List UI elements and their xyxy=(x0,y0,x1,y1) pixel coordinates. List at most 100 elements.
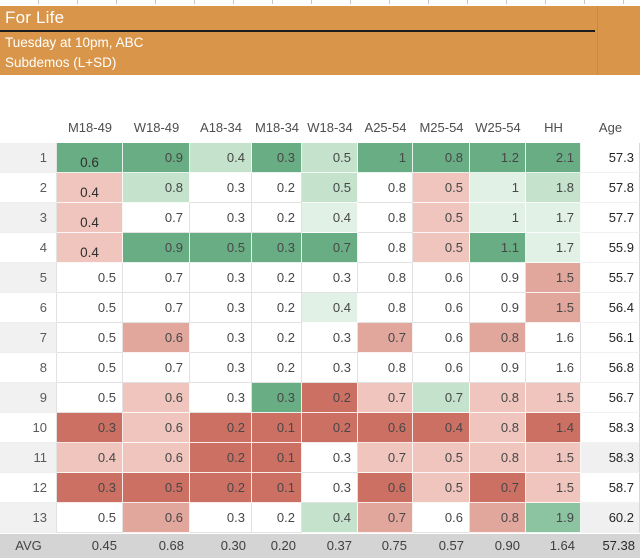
data-cell[interactable]: 0.7 xyxy=(302,233,358,263)
data-cell[interactable]: 0.7 xyxy=(358,503,413,533)
data-cell[interactable]: 0.5 xyxy=(57,383,123,413)
data-cell[interactable]: 0.3 xyxy=(190,383,252,413)
data-cell[interactable]: 0.6 xyxy=(413,503,470,533)
data-cell[interactable]: 0.6 xyxy=(358,473,413,503)
data-cell[interactable]: 0.2 xyxy=(252,203,302,233)
data-cell[interactable]: 0.2 xyxy=(190,443,252,473)
data-cell[interactable]: 0.7 xyxy=(413,383,470,413)
data-cell[interactable]: 0.7 xyxy=(123,263,190,293)
data-cell[interactable]: 0.7 xyxy=(358,383,413,413)
data-cell[interactable]: 0.6 xyxy=(57,143,123,173)
data-cell[interactable]: 0.5 xyxy=(57,293,123,323)
column-header-a18-34[interactable]: A18-34 xyxy=(200,120,242,135)
data-cell[interactable]: 0.6 xyxy=(123,413,190,443)
data-cell[interactable]: 0.2 xyxy=(302,383,358,413)
data-cell[interactable]: 0.1 xyxy=(252,473,302,503)
column-header-w18-34[interactable]: W18-34 xyxy=(307,120,353,135)
data-cell[interactable]: 0.6 xyxy=(123,443,190,473)
data-cell[interactable]: 0.8 xyxy=(358,203,413,233)
data-cell[interactable]: 1 xyxy=(470,173,526,203)
data-cell[interactable]: 0.2 xyxy=(252,353,302,383)
data-cell[interactable]: 0.7 xyxy=(123,353,190,383)
data-cell[interactable]: 0.3 xyxy=(252,143,302,173)
row-number[interactable]: 5 xyxy=(0,263,57,293)
data-cell[interactable]: 0.8 xyxy=(123,173,190,203)
row-number[interactable]: 9 xyxy=(0,383,57,413)
data-cell[interactable]: 1.9 xyxy=(526,503,581,533)
data-cell[interactable]: 0.3 xyxy=(190,263,252,293)
data-cell[interactable]: 0.4 xyxy=(57,233,123,263)
data-cell[interactable]: 0.5 xyxy=(57,503,123,533)
data-cell[interactable]: 0.2 xyxy=(252,263,302,293)
data-cell[interactable]: 0.6 xyxy=(123,383,190,413)
data-cell[interactable]: 0.3 xyxy=(302,323,358,353)
data-cell[interactable]: 0.5 xyxy=(413,173,470,203)
data-cell[interactable]: 0.5 xyxy=(123,473,190,503)
data-cell[interactable]: 0.3 xyxy=(190,323,252,353)
data-cell[interactable]: 0.2 xyxy=(252,503,302,533)
data-cell[interactable]: 1.6 xyxy=(526,323,581,353)
data-cell[interactable]: 0.4 xyxy=(190,143,252,173)
data-cell[interactable]: 0.8 xyxy=(470,503,526,533)
data-cell[interactable]: 0.6 xyxy=(413,263,470,293)
data-cell[interactable]: 0.8 xyxy=(358,263,413,293)
age-cell[interactable]: 56.4 xyxy=(581,293,640,323)
data-cell[interactable]: 1 xyxy=(358,143,413,173)
data-cell[interactable]: 1.7 xyxy=(526,233,581,263)
column-header-a25-54[interactable]: A25-54 xyxy=(364,120,407,135)
age-cell[interactable]: 56.1 xyxy=(581,323,640,353)
data-cell[interactable]: 0.2 xyxy=(252,323,302,353)
data-cell[interactable]: 0.4 xyxy=(302,293,358,323)
age-cell[interactable]: 57.3 xyxy=(581,143,640,173)
data-cell[interactable]: 1.5 xyxy=(526,293,581,323)
row-number[interactable]: 8 xyxy=(0,353,57,383)
age-cell[interactable]: 55.9 xyxy=(581,233,640,263)
data-cell[interactable]: 0.2 xyxy=(190,413,252,443)
data-cell[interactable]: 0.3 xyxy=(302,263,358,293)
data-cell[interactable]: 0.3 xyxy=(190,293,252,323)
column-header-w18-49[interactable]: W18-49 xyxy=(133,120,180,135)
data-cell[interactable]: 0.6 xyxy=(413,293,470,323)
data-cell[interactable]: 0.6 xyxy=(413,323,470,353)
data-cell[interactable]: 1.5 xyxy=(526,443,581,473)
row-number[interactable]: 12 xyxy=(0,473,57,503)
data-cell[interactable]: 0.3 xyxy=(302,473,358,503)
row-number[interactable]: 6 xyxy=(0,293,57,323)
data-cell[interactable]: 0.8 xyxy=(470,443,526,473)
data-cell[interactable]: 0.3 xyxy=(57,473,123,503)
data-cell[interactable]: 0.2 xyxy=(252,293,302,323)
data-cell[interactable]: 0.6 xyxy=(358,413,413,443)
data-cell[interactable]: 0.3 xyxy=(302,353,358,383)
age-cell[interactable]: 60.2 xyxy=(581,503,640,533)
data-cell[interactable]: 0.9 xyxy=(123,233,190,263)
data-cell[interactable]: 0.6 xyxy=(123,323,190,353)
row-number[interactable]: 11 xyxy=(0,443,57,473)
data-cell[interactable]: 0.9 xyxy=(470,263,526,293)
data-cell[interactable]: 2.1 xyxy=(526,143,581,173)
age-cell[interactable]: 58.3 xyxy=(581,443,640,473)
age-cell[interactable]: 56.7 xyxy=(581,383,640,413)
data-cell[interactable]: 0.4 xyxy=(413,413,470,443)
column-header-w25-54[interactable]: W25-54 xyxy=(475,120,521,135)
data-cell[interactable]: 0.7 xyxy=(123,293,190,323)
data-cell[interactable]: 1.5 xyxy=(526,383,581,413)
row-number[interactable]: 1 xyxy=(0,143,57,173)
column-header-hh[interactable]: HH xyxy=(544,120,563,135)
data-cell[interactable]: 0.4 xyxy=(57,203,123,233)
row-number[interactable]: 3 xyxy=(0,203,57,233)
row-number[interactable]: 4 xyxy=(0,233,57,263)
data-cell[interactable]: 1.5 xyxy=(526,263,581,293)
data-cell[interactable]: 0.5 xyxy=(302,143,358,173)
column-header-m25-54[interactable]: M25-54 xyxy=(419,120,464,135)
data-cell[interactable]: 0.3 xyxy=(252,383,302,413)
data-cell[interactable]: 0.7 xyxy=(123,203,190,233)
column-header-m18-49[interactable]: M18-49 xyxy=(67,120,113,135)
data-cell[interactable]: 0.7 xyxy=(358,323,413,353)
data-cell[interactable]: 1.6 xyxy=(526,353,581,383)
data-cell[interactable]: 0.5 xyxy=(57,353,123,383)
data-cell[interactable]: 0.3 xyxy=(252,233,302,263)
data-cell[interactable]: 1.8 xyxy=(526,173,581,203)
data-cell[interactable]: 0.8 xyxy=(470,383,526,413)
data-cell[interactable]: 0.1 xyxy=(252,443,302,473)
data-cell[interactable]: 1.2 xyxy=(470,143,526,173)
